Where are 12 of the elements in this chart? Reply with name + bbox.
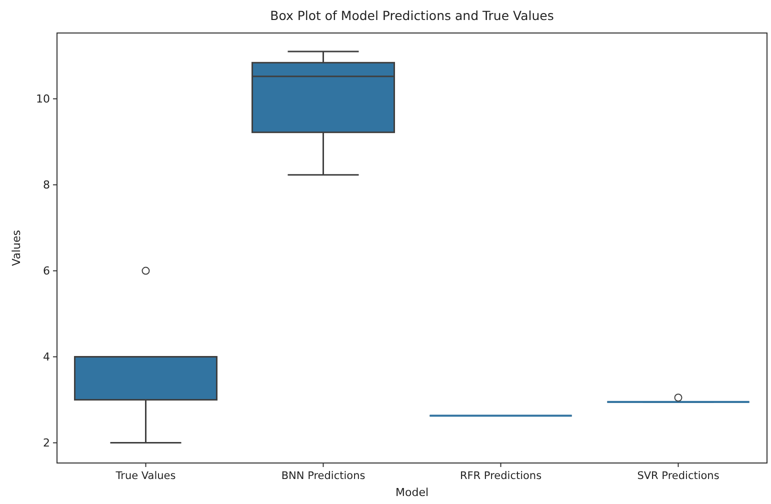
y-axis-title: Values	[10, 230, 23, 266]
x-tick-label: True Values	[114, 470, 176, 482]
y-tick-label: 10	[36, 92, 50, 106]
x-axis-title: Model	[395, 486, 429, 499]
y-tick-label: 4	[43, 350, 50, 364]
y-tick-label: 6	[43, 264, 50, 278]
y-tick-label: 2	[43, 436, 50, 450]
x-tick-label: RFR Predictions	[460, 470, 542, 482]
x-tick-label: SVR Predictions	[637, 470, 720, 482]
y-tick-label: 8	[43, 178, 50, 192]
chart-title: Box Plot of Model Predictions and True Values	[270, 8, 554, 23]
x-tick-label: BNN Predictions	[281, 470, 366, 482]
